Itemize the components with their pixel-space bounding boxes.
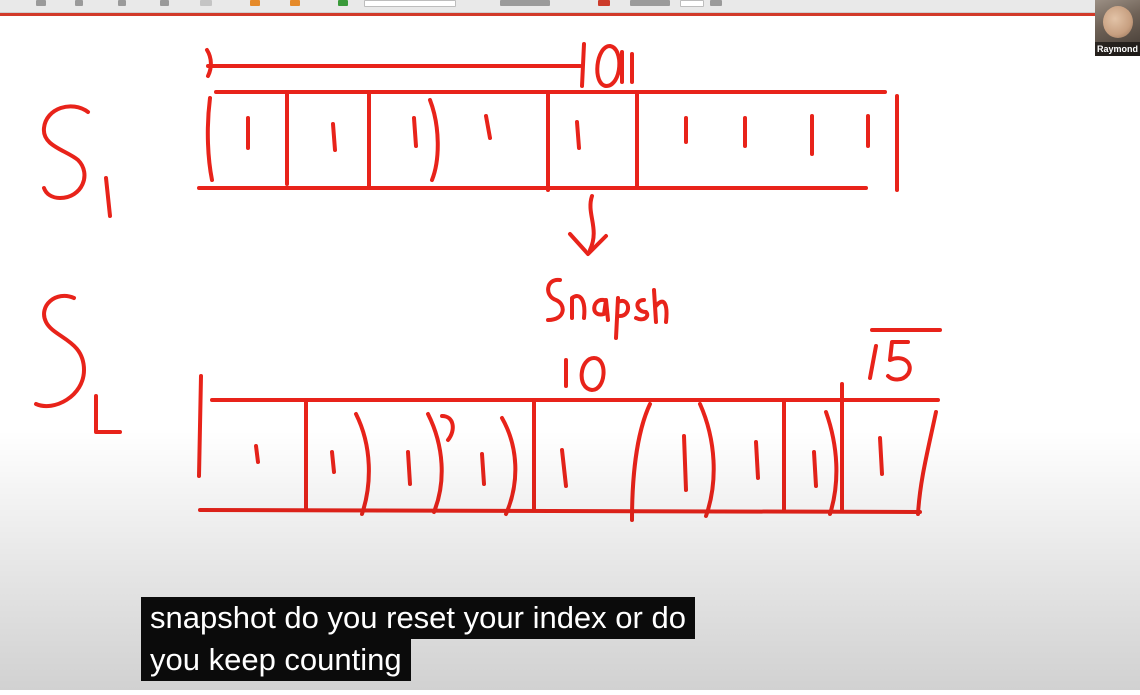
page-icon[interactable] bbox=[598, 0, 610, 6]
text-icon[interactable] bbox=[118, 0, 126, 6]
caption-line-2: you keep counting bbox=[141, 639, 411, 681]
check-icon[interactable] bbox=[338, 0, 348, 6]
presenter-avatar bbox=[1103, 6, 1133, 38]
s2-left-border bbox=[197, 374, 203, 478]
whiteboard-drawing bbox=[34, 42, 942, 522]
page-field[interactable] bbox=[364, 0, 456, 7]
top-ten-digit-1 bbox=[580, 42, 586, 88]
s2-letter bbox=[34, 294, 86, 408]
undo-icon[interactable] bbox=[250, 0, 260, 6]
caption-line-1: snapshot do you reset your index or do bbox=[141, 597, 695, 639]
webcam-thumbnail: Raymond bbox=[1095, 0, 1140, 56]
s2-fifteen-digit-5 bbox=[886, 340, 912, 382]
pen-icon[interactable] bbox=[36, 0, 46, 6]
top-measure-tick bbox=[205, 48, 213, 78]
shape-icon[interactable] bbox=[160, 0, 169, 6]
s2-right-border bbox=[916, 410, 938, 516]
app-toolbar bbox=[0, 0, 1140, 13]
snapshot-arrow-head bbox=[568, 232, 608, 256]
settings-icon[interactable] bbox=[680, 0, 704, 7]
eraser-icon[interactable] bbox=[200, 0, 212, 6]
subtitle-caption: snapshot do you reset your index or do y… bbox=[141, 597, 695, 681]
s2-ten-digit-0 bbox=[579, 356, 606, 392]
redo-icon[interactable] bbox=[290, 0, 300, 6]
lock-icon[interactable] bbox=[710, 0, 722, 6]
top-ten-digit-0 bbox=[595, 44, 622, 88]
s1-left-border bbox=[205, 96, 214, 182]
zoom-icon[interactable] bbox=[500, 0, 550, 6]
highlighter-icon[interactable] bbox=[75, 0, 83, 6]
s1-letter bbox=[41, 104, 90, 200]
webcam-name-label: Raymond bbox=[1095, 42, 1140, 56]
s1-subscript bbox=[104, 176, 112, 218]
snapshot-arrow bbox=[588, 194, 596, 252]
toolbar-divider bbox=[0, 13, 1140, 16]
s2-bottom-border bbox=[198, 508, 922, 514]
s2-subscript bbox=[94, 394, 122, 434]
layout-icon[interactable] bbox=[630, 0, 670, 6]
whiteboard-canvas[interactable] bbox=[0, 16, 1140, 690]
snapsh-word bbox=[546, 277, 669, 340]
s2-fifteen-digit-1 bbox=[868, 344, 878, 380]
